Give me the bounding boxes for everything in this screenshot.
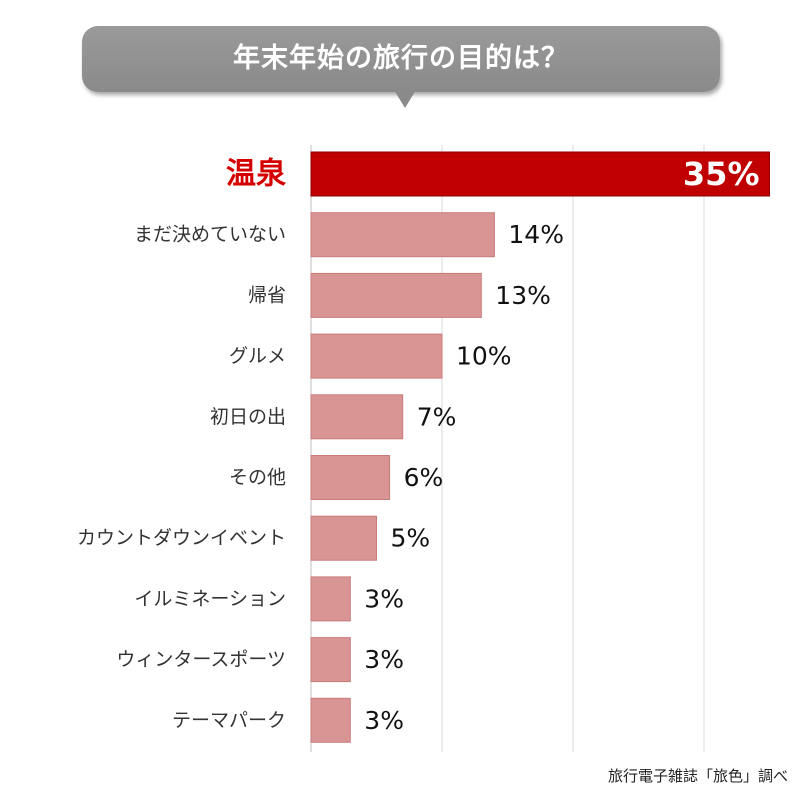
category-label: その他 xyxy=(229,467,286,489)
bar xyxy=(310,515,377,561)
category-label: カウントダウンイベント xyxy=(77,527,286,549)
category-label: ウィンタースポーツ xyxy=(116,649,286,671)
value-label: 5% xyxy=(391,524,431,553)
value-label: 3% xyxy=(364,584,404,613)
value-label: 3% xyxy=(364,706,404,735)
value-label: 6% xyxy=(404,463,444,492)
bar xyxy=(310,394,404,440)
category-label: グルメ xyxy=(229,345,286,367)
bar xyxy=(310,697,351,743)
title-bubble: 年末年始の旅行の目的は？ xyxy=(82,26,720,108)
category-label: 帰省 xyxy=(248,284,286,306)
source-note: 旅行電子雑誌「旅色」調べ xyxy=(607,767,788,785)
category-label: 温泉 xyxy=(226,157,286,192)
value-label: 13% xyxy=(495,281,551,310)
value-label: 3% xyxy=(364,645,404,674)
value-label: 10% xyxy=(456,342,512,371)
bar xyxy=(310,272,482,318)
value-label: 14% xyxy=(508,220,564,249)
title-bubble-tail xyxy=(394,90,416,108)
value-label: 35% xyxy=(683,155,760,193)
category-label: まだ決めていない xyxy=(134,224,286,246)
bar xyxy=(310,333,443,379)
category-label: イルミネーション xyxy=(134,588,286,610)
category-label: 初日の出 xyxy=(210,406,286,428)
chart-title: 年末年始の旅行の目的は？ xyxy=(233,43,569,74)
bar-highlight xyxy=(310,151,770,197)
bar xyxy=(310,212,495,258)
bar xyxy=(310,576,351,622)
title-bubble-background xyxy=(82,26,720,92)
value-label: 7% xyxy=(417,402,457,431)
category-label: テーマパーク xyxy=(172,709,286,731)
bar xyxy=(310,637,351,683)
bar xyxy=(310,455,391,500)
